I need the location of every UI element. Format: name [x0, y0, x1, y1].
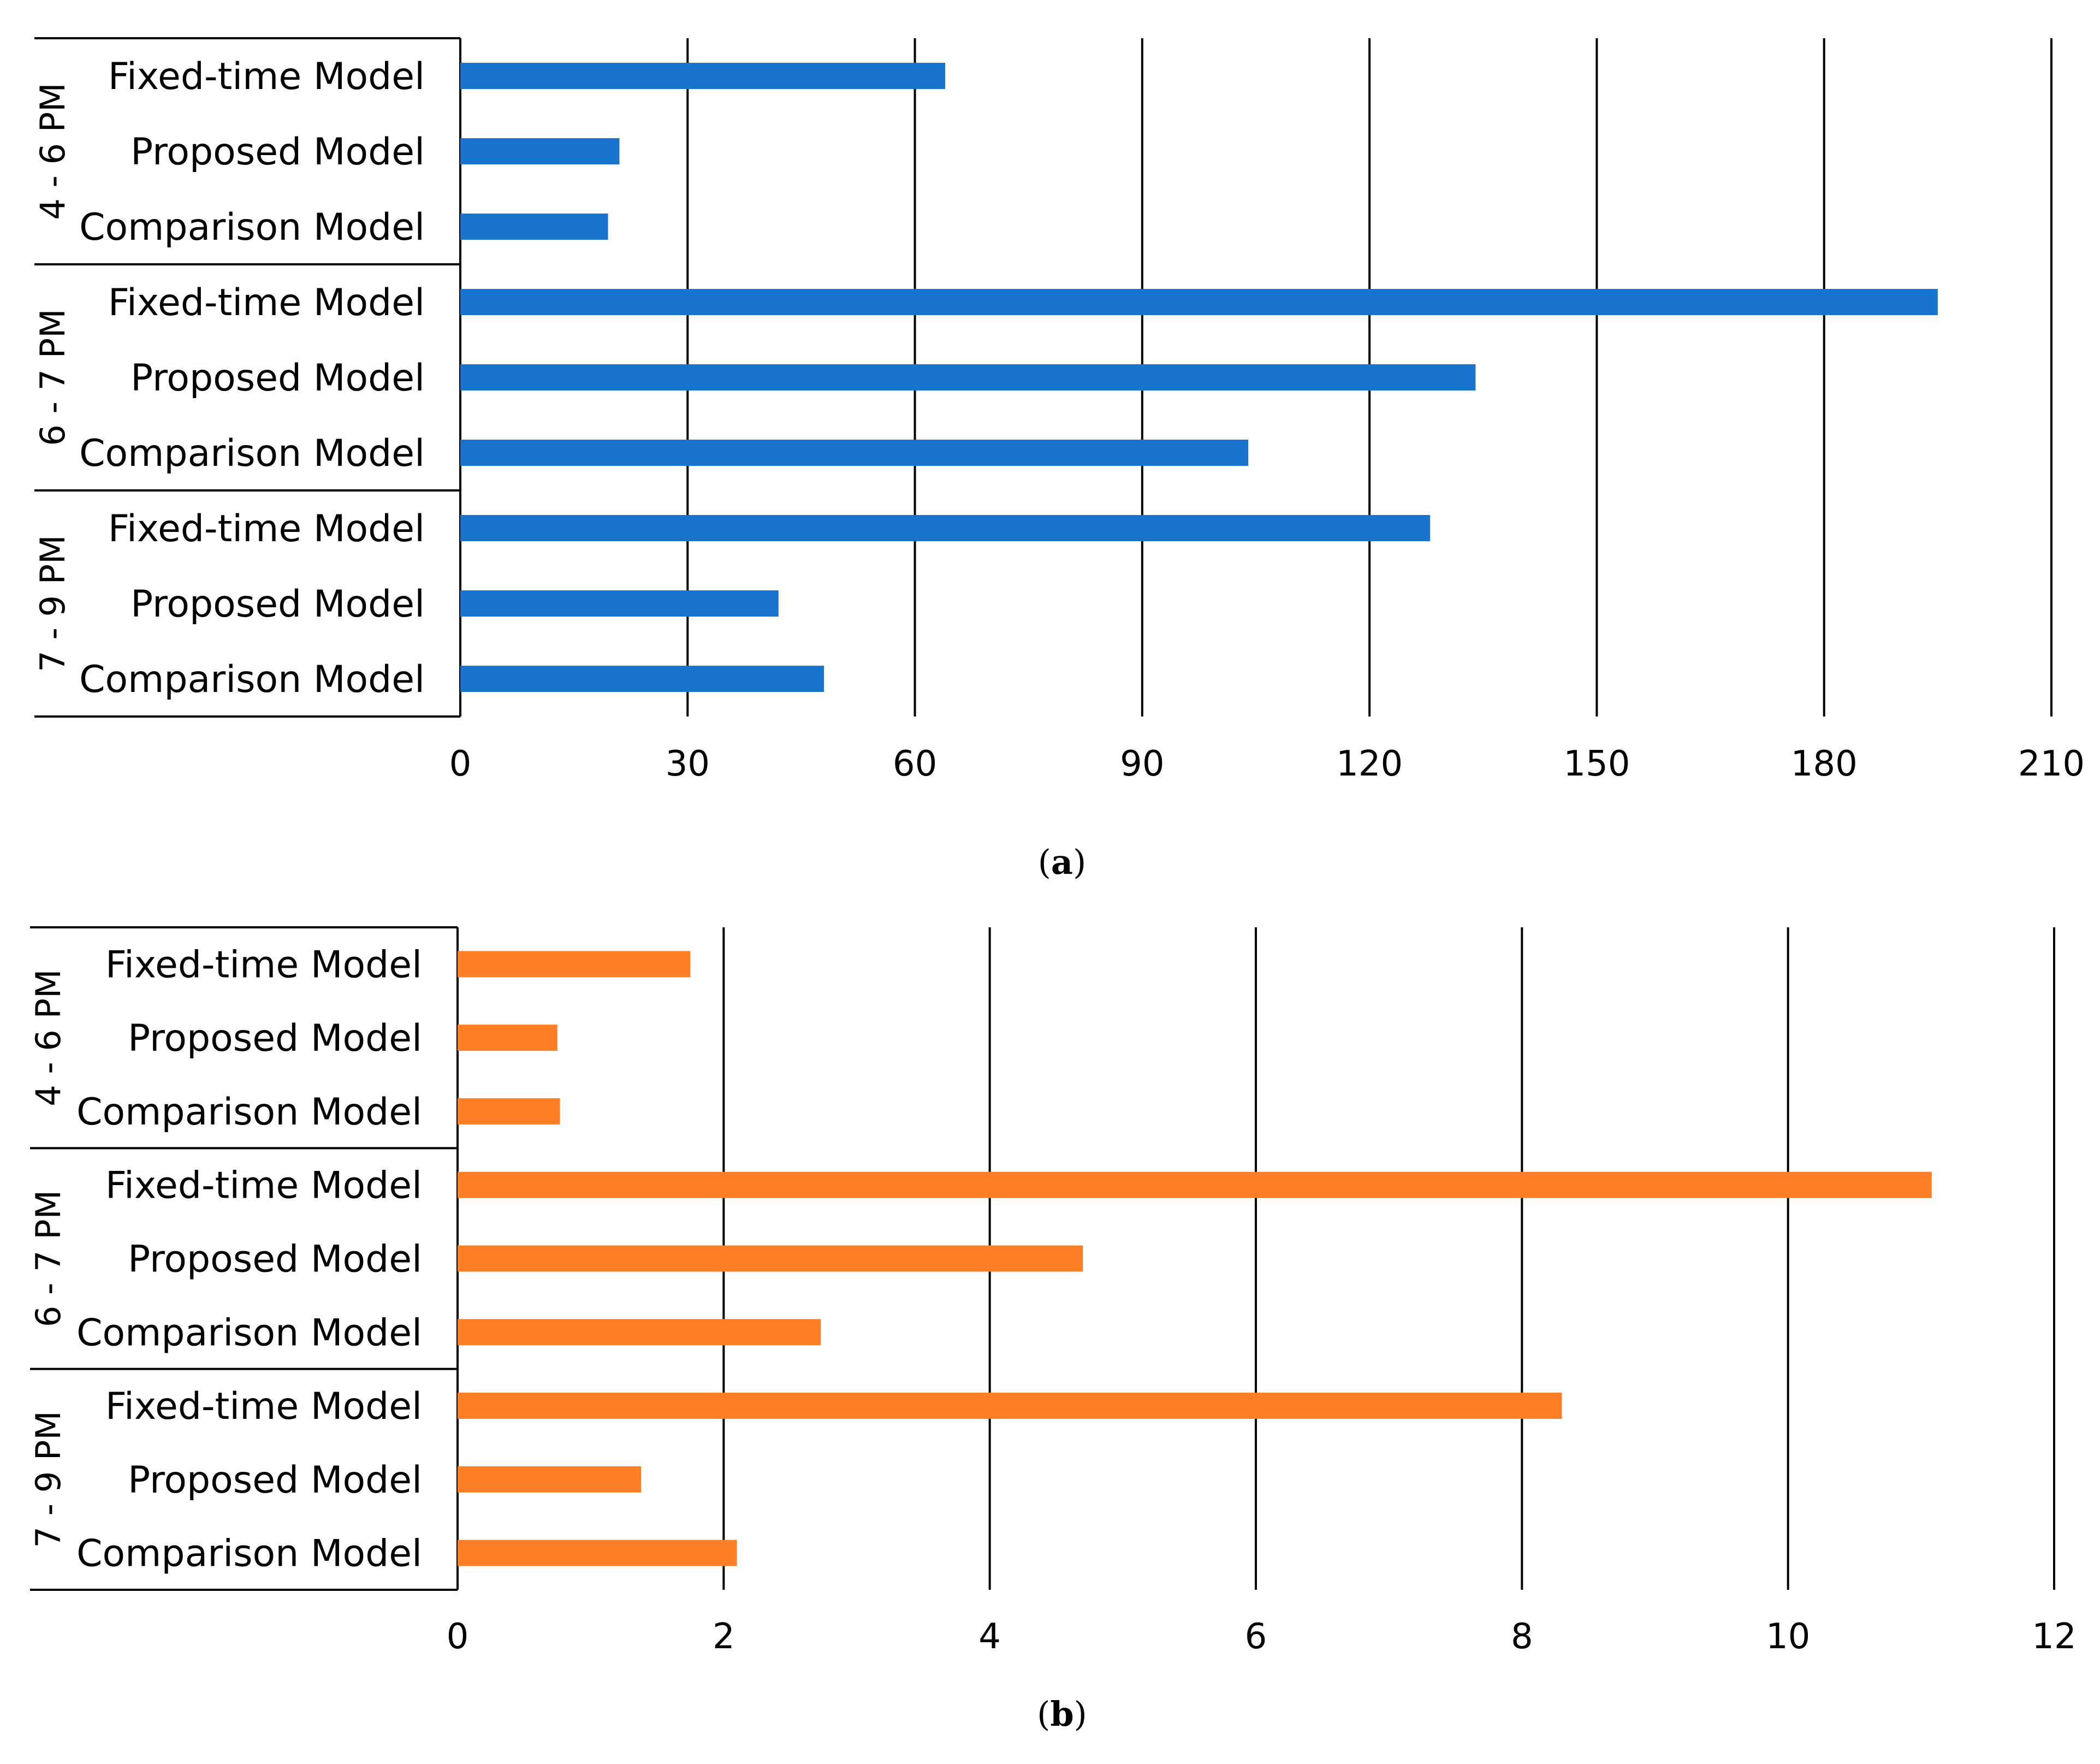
category-label: Comparison Model: [79, 206, 425, 249]
bar: [460, 138, 620, 164]
x-tick-label: 0: [447, 1617, 469, 1657]
bar: [458, 1098, 560, 1124]
bar: [458, 1466, 642, 1493]
category-label: Proposed Model: [130, 583, 425, 626]
category-label: Proposed Model: [130, 131, 425, 174]
bar: [460, 63, 946, 89]
category-label: Fixed-time Model: [108, 55, 425, 98]
bar: [458, 1540, 737, 1566]
panel-caption: (b): [1037, 1694, 1087, 1734]
bar: [458, 1025, 557, 1051]
bar: [460, 214, 608, 240]
x-tick-label: 90: [1120, 744, 1164, 784]
x-tick-label: 6: [1245, 1617, 1267, 1657]
bar: [458, 1245, 1083, 1272]
bar: [458, 1319, 821, 1346]
category-label: Comparison Model: [79, 658, 425, 701]
chart-panel-a: 0 30 60 90 120 150 180 210 4 - 6 PM Fixed-time Mo…: [33, 37, 2085, 882]
chart-panel-b: 0 2 4 6 8 10 12 4 - 6 PM Fixed-time Model Propose…: [28, 926, 2077, 1734]
x-tick-label: 8: [1511, 1617, 1533, 1657]
category-label: Comparison Model: [76, 1532, 422, 1576]
x-tick-label: 12: [2032, 1617, 2076, 1657]
panel-caption-letter: b: [1050, 1694, 1073, 1734]
category-label: Fixed-time Model: [105, 943, 422, 986]
bar: [458, 1393, 1562, 1419]
category-label: Fixed-time Model: [105, 1385, 422, 1428]
category-label: Fixed-time Model: [108, 281, 425, 324]
x-tick-label: 150: [1563, 744, 1630, 784]
category-label: Proposed Model: [128, 1017, 422, 1060]
category-label: Fixed-time Model: [105, 1164, 422, 1207]
x-tick-label: 30: [666, 744, 710, 784]
group-label: 7 - 9 PM: [33, 535, 73, 672]
bar: [458, 951, 691, 978]
category-label: Comparison Model: [76, 1091, 422, 1134]
bar: [460, 440, 1249, 466]
x-tick-label: 4: [978, 1617, 1001, 1657]
category-label: Proposed Model: [128, 1459, 422, 1502]
bar: [460, 515, 1431, 541]
category-label: Comparison Model: [76, 1311, 422, 1354]
panel-caption: (a): [1038, 842, 1087, 882]
group-label: 6 - 7 PM: [28, 1190, 68, 1327]
panel-caption-letter: a: [1051, 842, 1073, 882]
bar: [460, 590, 779, 617]
x-tick-label: 180: [1791, 744, 1858, 784]
bar: [460, 364, 1476, 390]
category-label: Fixed-time Model: [108, 507, 425, 550]
x-tick-label: 10: [1766, 1617, 1810, 1657]
category-label: Proposed Model: [130, 357, 425, 400]
x-tick-label: 2: [713, 1617, 735, 1657]
group-label: 7 - 9 PM: [28, 1411, 68, 1548]
bar: [458, 1171, 1932, 1198]
bar: [460, 666, 824, 692]
x-tick-label: 120: [1336, 744, 1403, 784]
x-tick-label: 210: [2018, 744, 2085, 784]
x-tick-label: 0: [449, 744, 472, 784]
group-label: 4 - 6 PM: [33, 82, 73, 220]
group-label: 6 - 7 PM: [33, 309, 73, 446]
category-label: Proposed Model: [128, 1238, 422, 1281]
category-label: Comparison Model: [79, 432, 425, 475]
bar: [460, 289, 1938, 315]
group-label: 4 - 6 PM: [28, 969, 68, 1106]
x-tick-label: 60: [893, 744, 937, 784]
